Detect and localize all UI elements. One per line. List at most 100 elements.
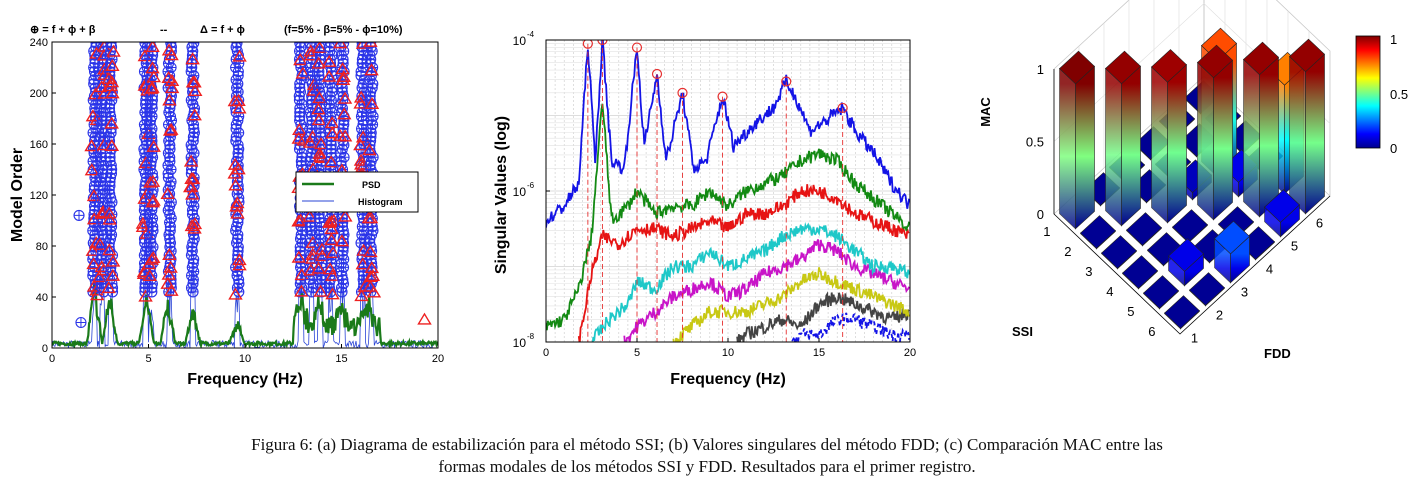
pole-triangle [325,268,340,281]
mac-bar [1214,220,1250,284]
pole-triangle [105,268,121,281]
mac-bar-top-face [1197,44,1233,79]
pole-triangle [292,122,307,136]
pole-triangle [322,215,337,228]
mac-bar-front-face [1167,64,1187,224]
pole-triangle [313,149,328,162]
mac-bar [1126,212,1162,247]
singular-value-line-sv8 [791,312,910,342]
pole-triangle [332,128,348,141]
panel-a-header-dash: -- [160,24,168,36]
pole-triangle [164,81,180,94]
mac-bar-top-face [1059,50,1095,85]
panel-b-xtick-label: 20 [904,347,916,359]
mac-bar-top-face [1189,272,1225,306]
mac-bar [1105,50,1141,227]
mac-bar-top-face [1151,49,1187,83]
circle-plus-cross [106,42,117,49]
legend-box [295,171,419,213]
pole-triangle [363,245,378,258]
pole-triangle [105,254,121,267]
pole-triangle [95,205,111,218]
mac-bar [1243,41,1279,218]
mac-bar-top-face [1105,50,1141,85]
pole-triangle [291,250,307,263]
mac-ssi-tick: 5 [1127,304,1134,319]
pole-triangle [230,206,245,219]
mac-bar [1059,50,1095,230]
pole-triangle [311,102,326,115]
peak-marker-circle [781,76,792,87]
pole-triangle [105,58,120,71]
pole-triangle [306,83,322,96]
pole-triangle [135,219,151,233]
panel-a-ytick-label: 200 [30,88,48,100]
pole-triangle [145,42,160,52]
peak-marker-circle [677,87,688,98]
legend-label-psd: PSD [362,180,381,190]
panel-b-ytick-exponent: -8 [527,332,535,341]
panel-b-ytick-mantissa: 10 [513,34,527,48]
mac-fdd-tick: 4 [1266,262,1273,277]
panel-a-ytick-label: 120 [30,190,48,202]
circle-plus-cross [294,42,305,49]
panel-b-xlabel: Frequency (Hz) [670,371,786,388]
pole-triangle [363,42,378,47]
peak-marker-circle [597,40,608,46]
mac-bar-top-face [1168,238,1204,272]
peak-marker-circle [631,42,643,53]
mac-ssi-tick: 2 [1064,244,1071,259]
pole-triangle [305,251,320,264]
mac-fdd-tick: 3 [1241,285,1248,300]
pole-triangle [364,63,379,76]
mac-bar [1172,209,1208,244]
stable-pole-circle-plus [233,143,245,155]
mac-bar-top-face [1214,220,1250,255]
panel-b-xtick-label: 0 [543,347,549,359]
circle-plus-cross [74,210,85,221]
pole-triangle [92,270,107,283]
pole-triangle [92,237,108,250]
pole-triangle [313,284,328,297]
pole-triangle [228,287,243,300]
pole-triangle [105,86,120,99]
mac-bar-top-face [1143,275,1179,309]
singular-value-line-sv2 [546,103,910,331]
circle-plus-cross [75,317,86,328]
pole-triangle [325,245,341,259]
mac-bar-side-face [1151,66,1168,224]
pole-triangle [362,279,378,292]
pole-triangle [184,171,199,185]
pole-triangle [102,243,117,256]
mac-bar [1189,272,1225,307]
panel-a-header-mid: Δ = f + ϕ [200,24,245,36]
pole-triangle [313,137,329,150]
pole-triangle [291,214,306,227]
pole-triangle [84,163,100,176]
pole-triangle [162,93,177,106]
circle-plus-cross [188,42,199,49]
pole-triangle [302,209,317,222]
pole-triangle [104,75,120,88]
pole-triangle [353,96,368,109]
mac-bar [1122,255,1158,290]
pole-triangle [325,287,340,300]
pole-triangle [324,214,339,228]
mac-bar [1101,235,1137,270]
pole-triangle [184,219,200,232]
pole-triangle [417,312,432,325]
panel-a-header-left: ⊕ = f + ϕ + β [30,24,96,36]
figure-caption: Figura 6: (a) Diagrama de estabilización… [0,434,1414,478]
pole-triangle [164,122,179,135]
pole-triangle [162,247,177,261]
pole-triangle [101,281,116,294]
pole-triangle [88,87,103,100]
pole-triangle [311,56,326,69]
pole-triangle [232,253,247,266]
panel-c-zlabel: MAC [978,97,993,127]
panel-a-ytick-label: 240 [30,37,48,49]
pole-triangle [232,101,247,114]
pole-triangle [146,70,162,83]
mac-bar-side-face [1197,61,1214,221]
